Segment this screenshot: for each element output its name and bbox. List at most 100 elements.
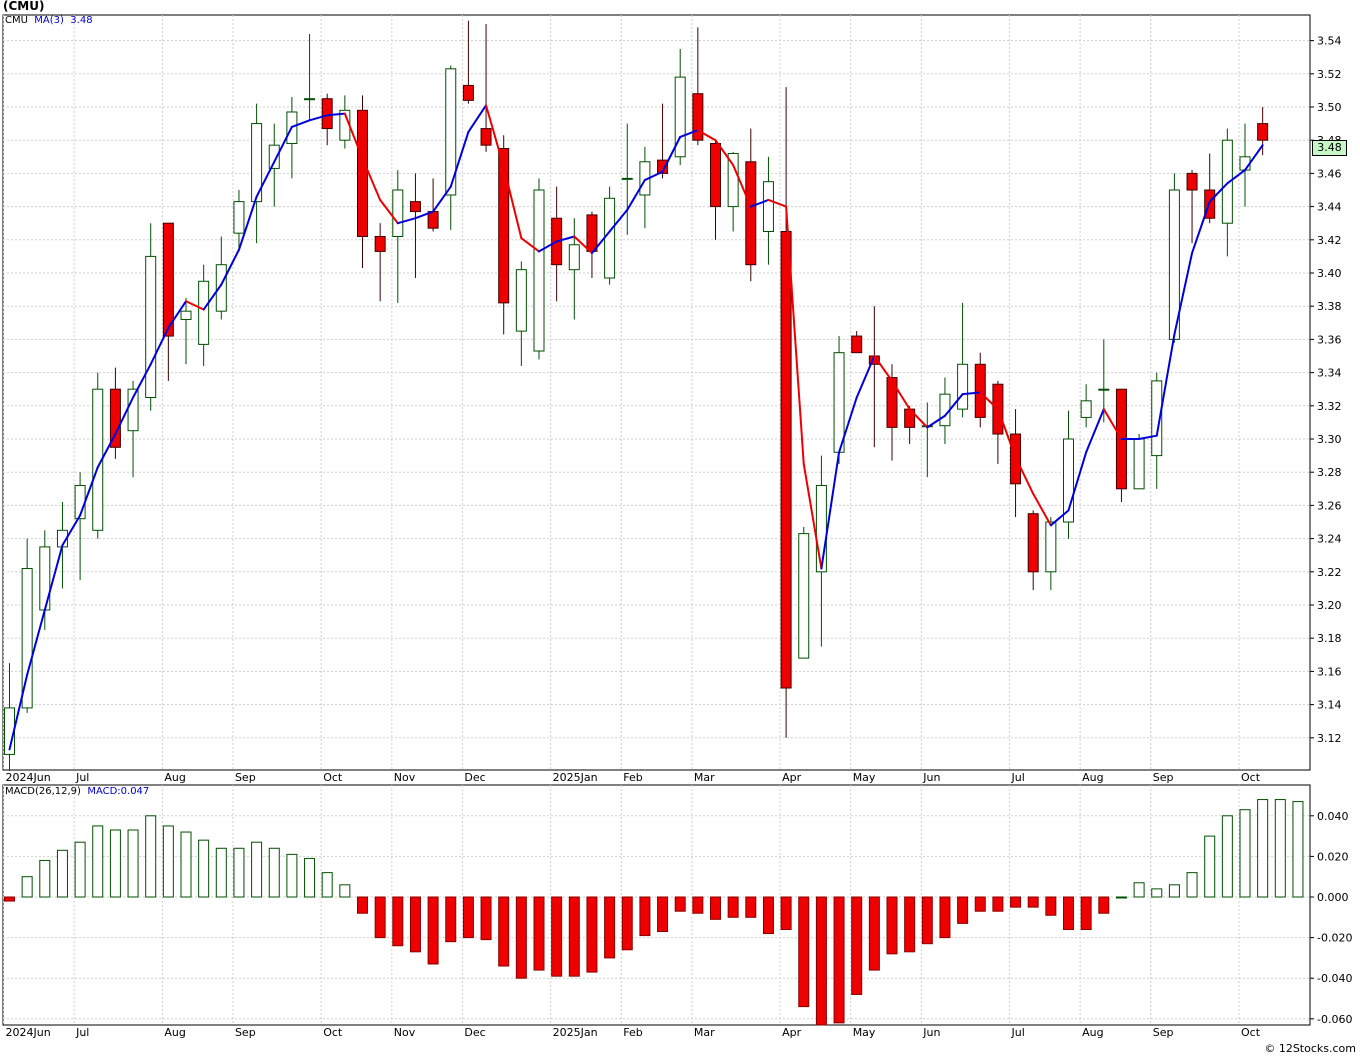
candle-body	[710, 143, 721, 208]
candle-body	[974, 363, 986, 418]
candle-body	[233, 201, 245, 234]
macd-bar	[851, 896, 863, 995]
macd-tick-label: 0.040	[1317, 810, 1349, 823]
ma3-segment	[961, 391, 982, 396]
candle	[833, 336, 845, 464]
x-tick-label: Apr	[782, 1026, 802, 1039]
ma3-segment	[1032, 492, 1052, 527]
macd-bar	[1221, 815, 1233, 898]
price-tick-label: 3.34	[1317, 367, 1342, 380]
x-tick-label: Jun	[922, 1026, 940, 1039]
macd-bar	[833, 896, 845, 1024]
macd-bar	[1133, 882, 1145, 898]
macd-tick-label: 0.020	[1317, 850, 1349, 863]
ma3-segment	[8, 673, 29, 751]
macd-bar	[480, 896, 492, 941]
macd-bar	[533, 896, 545, 971]
price-tick-label: 3.12	[1317, 732, 1342, 745]
ma3-segment	[273, 125, 293, 163]
macd-bar	[1063, 896, 1074, 930]
macd-bar	[304, 857, 316, 898]
candle-body	[851, 335, 863, 354]
macd-bar	[1098, 896, 1110, 914]
candle	[92, 372, 104, 539]
macd-bar	[939, 896, 951, 939]
candle-body	[215, 264, 227, 312]
candle-body	[957, 363, 969, 410]
ma3-segment	[802, 462, 823, 570]
candle	[480, 24, 492, 152]
macd-bar	[692, 896, 704, 914]
macd-bar	[56, 849, 68, 898]
price-panel	[2, 14, 1311, 771]
candle	[621, 123, 633, 235]
ma3-segment	[326, 112, 346, 117]
price-tick-label: 3.38	[1317, 300, 1342, 313]
macd-bar	[1239, 809, 1251, 898]
candle-body	[1151, 380, 1163, 457]
ma3-segment	[679, 129, 699, 138]
candle-body	[462, 84, 474, 101]
macd-bar	[621, 896, 633, 951]
ma3-segment	[590, 230, 611, 255]
x-tick-label: Jul	[75, 771, 89, 784]
x-tick-label: Sep	[235, 771, 256, 784]
macd-bar	[427, 896, 439, 965]
x-tick-label: Aug	[164, 771, 185, 784]
candle	[21, 538, 33, 713]
candle-body	[409, 201, 421, 213]
ma3-segment	[79, 466, 99, 517]
candle-body	[251, 123, 263, 203]
ma3-segment	[1049, 509, 1070, 527]
macd-bar	[639, 896, 651, 937]
x-tick-label: Nov	[394, 771, 416, 784]
candle	[657, 103, 669, 179]
candle	[251, 103, 263, 244]
candle	[1045, 517, 1057, 591]
candle	[215, 236, 227, 320]
candle	[233, 190, 245, 249]
ma3-segment	[749, 198, 770, 208]
macd-bar	[92, 825, 104, 898]
macd-bar	[674, 896, 686, 912]
x-tick-label: Aug	[1082, 771, 1103, 784]
candle-body	[745, 161, 757, 266]
candle-body	[604, 197, 616, 279]
macd-bar	[445, 896, 457, 943]
ma3-segment	[714, 139, 735, 167]
macd-bar	[251, 841, 263, 898]
ma3-segment	[573, 235, 593, 255]
candle-body	[568, 244, 580, 271]
x-tick-label: Dec	[464, 771, 485, 784]
ma3-segment	[132, 363, 152, 399]
macd-bar	[339, 884, 351, 898]
ma3-segment	[237, 195, 258, 251]
ma3-segment	[643, 170, 664, 182]
candle	[357, 95, 368, 269]
ma3-segment	[785, 205, 805, 465]
macd-bar	[904, 896, 916, 953]
candle-body	[1098, 388, 1110, 391]
ma3-segment	[838, 396, 858, 454]
candle	[1221, 128, 1233, 257]
macd-bar	[604, 896, 616, 959]
macd-bar	[21, 876, 33, 898]
candle	[445, 65, 457, 230]
ma3-segment	[996, 408, 1017, 459]
candle	[109, 367, 121, 459]
ma3-segment	[1102, 408, 1123, 440]
ma3-segment	[220, 248, 240, 286]
ma3-segment	[114, 396, 135, 436]
price-tick-label: 3.46	[1317, 167, 1342, 180]
price-tick-label: 3.42	[1317, 234, 1342, 247]
candle	[674, 48, 686, 166]
candle	[374, 223, 386, 302]
candle	[586, 211, 598, 278]
ma3-segment	[1155, 333, 1176, 437]
last-price-badge: 3.48	[1312, 140, 1347, 156]
candle	[851, 331, 863, 354]
candle	[180, 297, 192, 365]
candle-body	[780, 231, 792, 689]
ma3-segment	[855, 355, 876, 399]
x-tick-label: Oct	[323, 1026, 343, 1039]
